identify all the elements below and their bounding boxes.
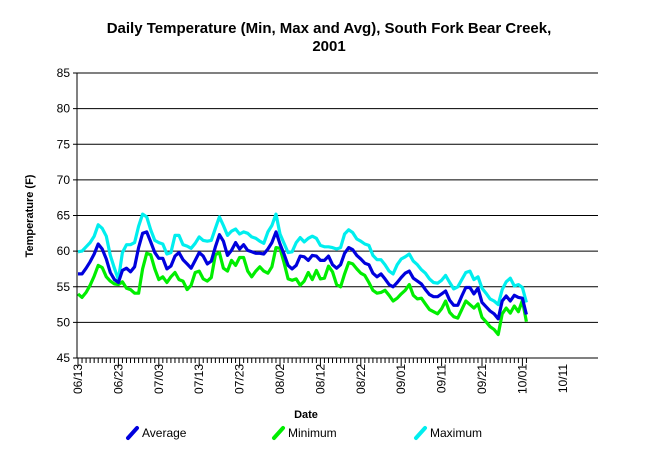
chart-title-line2: 2001 bbox=[312, 38, 345, 55]
series-line-maximum bbox=[77, 212, 528, 307]
y-tick-label: 60 bbox=[57, 244, 71, 258]
x-tick-label: 10/01 bbox=[515, 364, 529, 394]
x-tick-label: 09/11 bbox=[435, 364, 449, 393]
series-line-minimum bbox=[76, 246, 528, 337]
legend-swatch-average bbox=[126, 426, 139, 440]
x-tick-label: 06/13 bbox=[71, 364, 85, 394]
legend-swatch-minimum bbox=[272, 426, 285, 440]
legend-label-minimum: Minimum bbox=[288, 426, 337, 440]
gridlines bbox=[77, 72, 598, 323]
legend-label-maximum: Maximum bbox=[430, 426, 482, 440]
x-axis-ticks: 06/13 06/23 07/03 07/13 07/23 08/02 08/12 08/22… bbox=[71, 358, 570, 394]
x-tick-label: 08/12 bbox=[313, 364, 327, 394]
y-tick-label: 75 bbox=[57, 137, 71, 151]
y-tick-label: 45 bbox=[57, 351, 71, 365]
y-tick-label: 80 bbox=[57, 102, 71, 116]
legend-swatch-maximum bbox=[414, 426, 427, 440]
x-tick-label: 06/23 bbox=[111, 364, 125, 394]
y-axis-title: Temperature (F) bbox=[24, 174, 36, 257]
x-tick-label: 07/03 bbox=[152, 364, 166, 394]
x-tick-label: 09/01 bbox=[394, 364, 408, 394]
x-tick-label: 10/11 bbox=[556, 364, 570, 393]
y-tick-label: 55 bbox=[57, 280, 71, 294]
y-axis-ticks: 45 50 55 60 65 70 75 80 85 bbox=[57, 66, 77, 365]
chart-title-line1: Daily Temperature (Min, Max and Avg), So… bbox=[107, 20, 552, 37]
x-tick-label: 08/22 bbox=[354, 364, 368, 394]
series-lines bbox=[76, 212, 528, 337]
x-tick-label: 07/13 bbox=[192, 364, 206, 394]
x-tick-label: 09/21 bbox=[475, 364, 489, 394]
y-tick-label: 65 bbox=[57, 209, 71, 223]
legend: Average Minimum Maximum bbox=[126, 426, 482, 440]
legend-label-average: Average bbox=[142, 426, 187, 440]
y-tick-label: 70 bbox=[57, 173, 71, 187]
x-tick-label: 08/02 bbox=[273, 364, 287, 394]
y-tick-label: 85 bbox=[57, 66, 71, 80]
x-axis-title: Date bbox=[294, 409, 318, 421]
x-tick-label: 07/23 bbox=[233, 364, 247, 394]
series-line-average bbox=[78, 230, 528, 321]
y-tick-label: 50 bbox=[57, 315, 71, 329]
